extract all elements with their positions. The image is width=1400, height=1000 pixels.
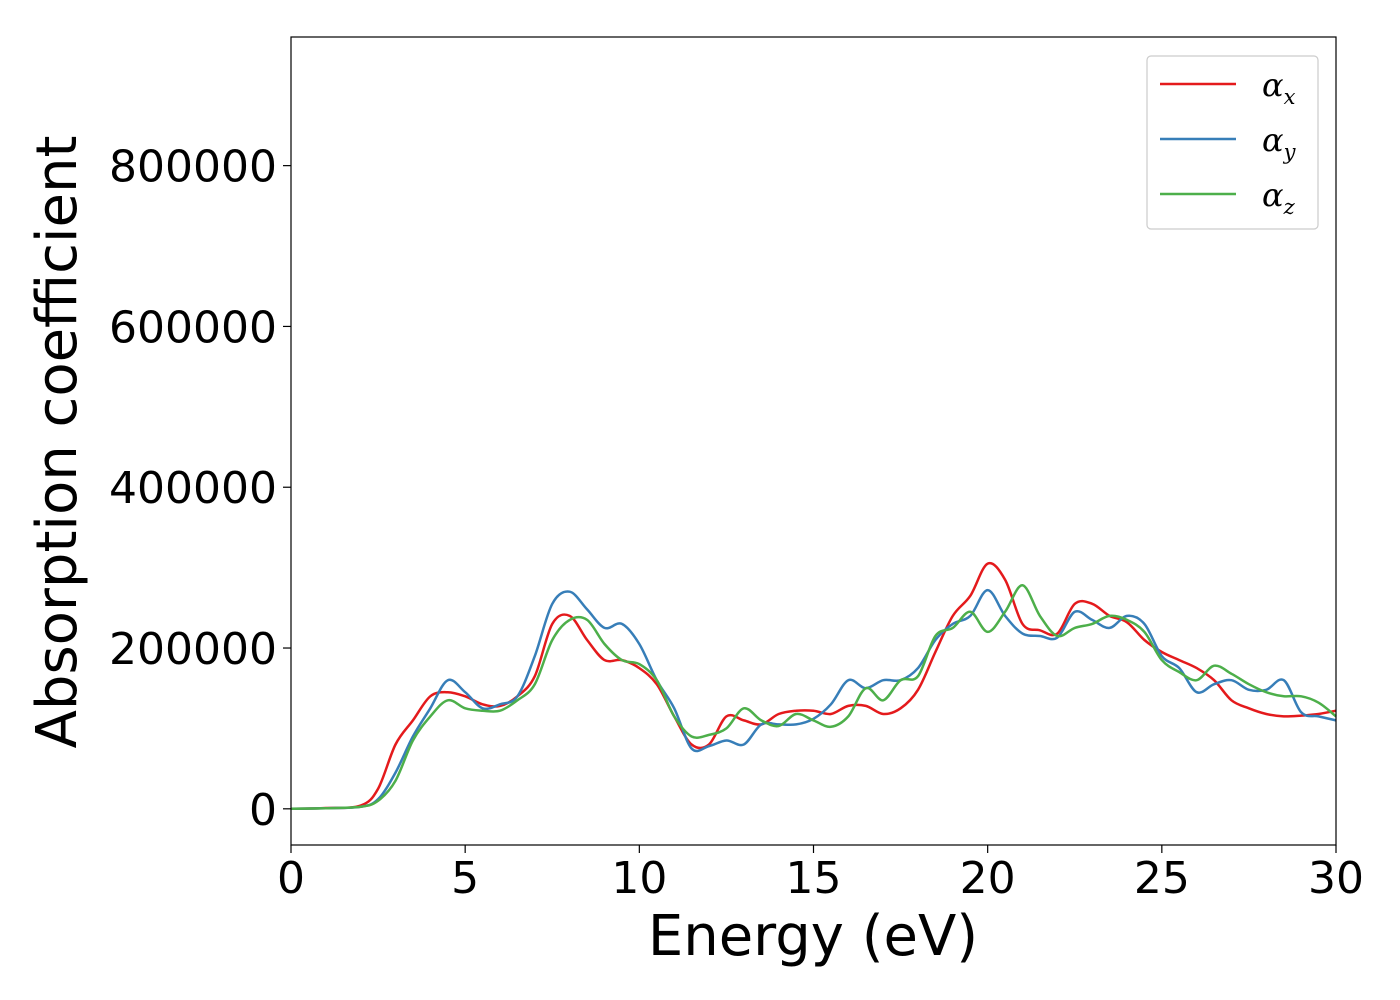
x-tick-label: 10	[611, 853, 667, 904]
series-line-y	[290, 588, 1337, 811]
legend-label-ax: αx	[1262, 66, 1296, 109]
legend: αx αy αz	[1146, 55, 1319, 230]
x-tick-label: 0	[277, 853, 305, 904]
x-axis-label: Energy (eV)	[648, 904, 978, 969]
y-axis-label: Absorption coefficient	[25, 136, 90, 749]
legend-label-az: αz	[1262, 176, 1296, 219]
x-tick-label: 20	[960, 853, 1016, 904]
x-tick-label: 5	[451, 853, 479, 904]
y-axis: 0 200000 400000 600000 800000	[109, 142, 291, 836]
y-tick-label: 200000	[109, 624, 277, 675]
legend-label-ay: αy	[1262, 121, 1297, 164]
y-tick-label: 800000	[109, 142, 277, 193]
series-layer	[290, 561, 1337, 811]
x-axis: 0 5 10 15 20 25 30	[277, 845, 1364, 904]
x-tick-label: 25	[1134, 853, 1190, 904]
plot-frame	[290, 36, 1337, 846]
x-tick-label: 30	[1308, 853, 1364, 904]
y-tick-label: 400000	[109, 463, 277, 514]
x-tick-label: 15	[786, 853, 842, 904]
y-tick-label: 600000	[109, 302, 277, 353]
legend-frame	[1146, 55, 1319, 230]
series-line-z	[290, 584, 1337, 811]
y-tick-label: 0	[249, 785, 277, 836]
